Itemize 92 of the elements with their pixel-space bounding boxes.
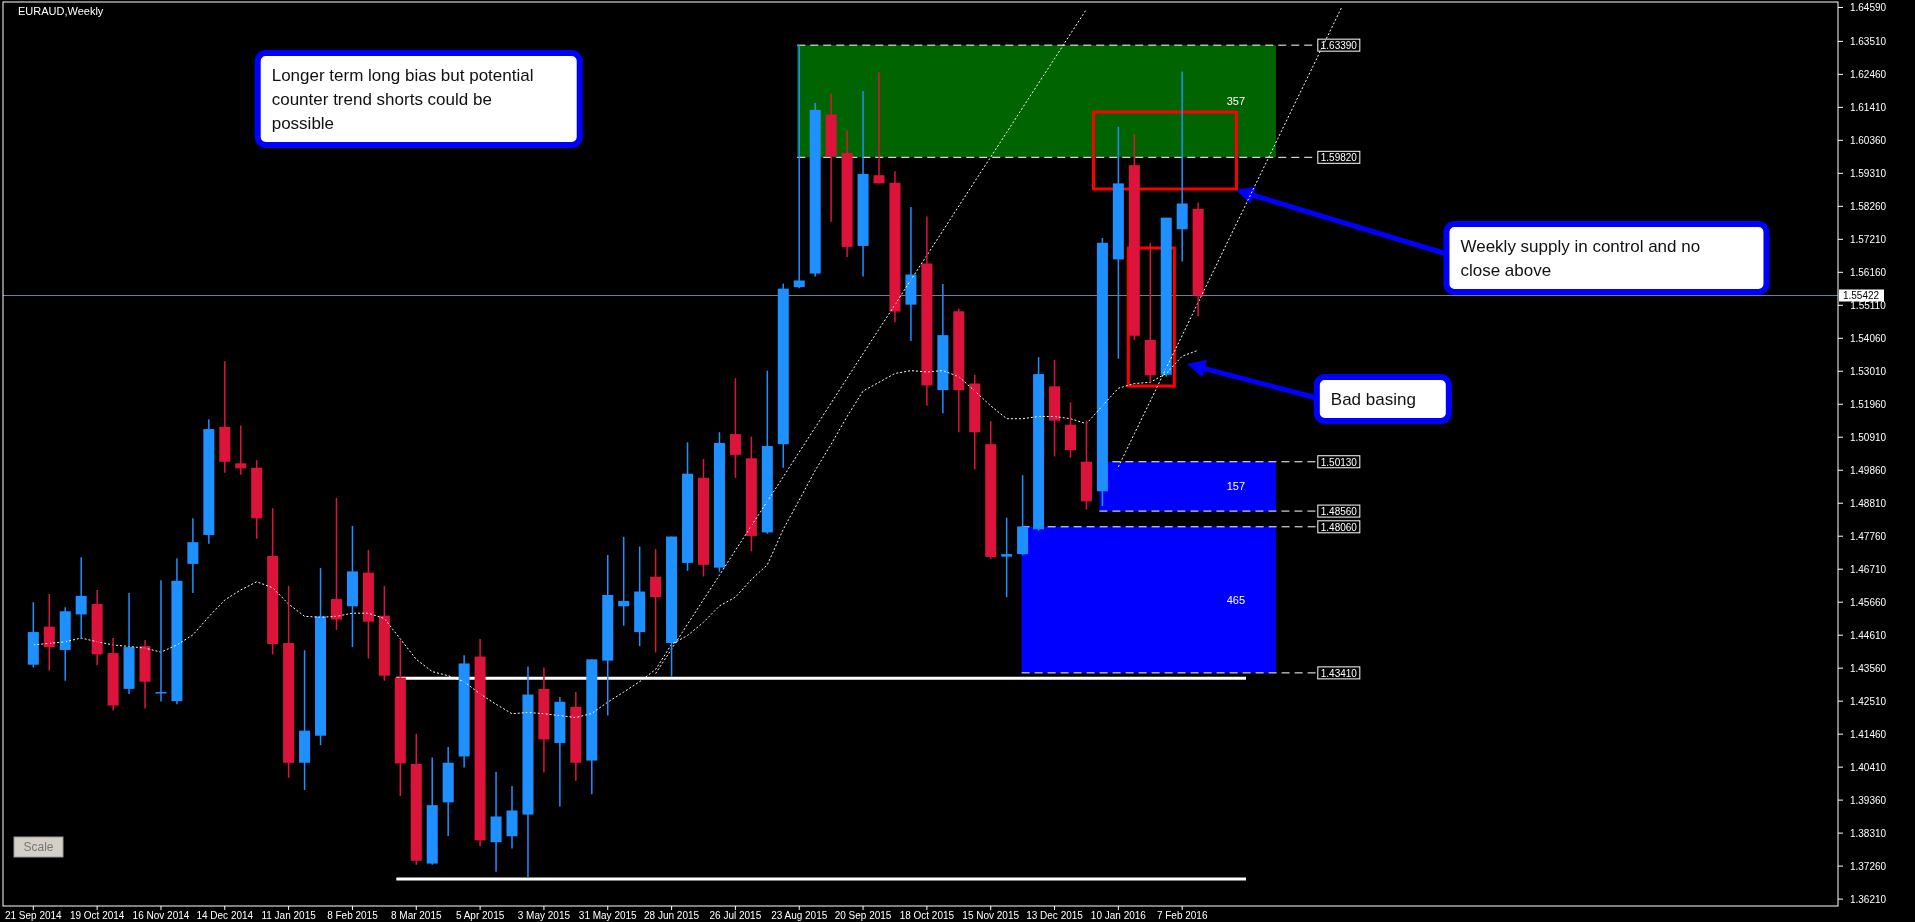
candlestick: [155, 579, 167, 703]
y-tick-label: 1.63510: [1849, 36, 1887, 48]
text: Weekly supply in control and no close above: [1460, 237, 1701, 280]
y-tick-label: 1.59310: [1849, 168, 1887, 180]
candlestick: [1001, 516, 1013, 598]
candlestick: [346, 525, 358, 648]
ref-line-label: 1.55422: [1842, 290, 1880, 302]
y-tick-label: 1.45660: [1849, 597, 1887, 609]
y-tick-label: 1.41460: [1849, 729, 1887, 741]
x-tick-label: 10 Jan 2016: [1090, 910, 1147, 921]
y-tick-label: 1.57210: [1849, 234, 1887, 246]
candlestick: [985, 420, 997, 560]
x-tick-label: 8 Mar 2015: [390, 910, 442, 921]
y-tick-label: 1.58260: [1849, 201, 1887, 213]
ref-line-label: 1.59820: [1320, 152, 1358, 164]
x-tick-label: 28 Jun 2015: [644, 910, 700, 921]
ref-line-label: 1.50130: [1320, 456, 1358, 468]
y-tick-label: 1.37260: [1849, 861, 1887, 873]
band-label: 157: [1226, 480, 1246, 493]
candlestick: [1128, 133, 1140, 341]
x-tick-label: 26 Jul 2015: [709, 910, 762, 921]
y-tick-label: 1.50910: [1849, 432, 1887, 444]
x-tick-label: 23 Aug 2015: [771, 910, 828, 921]
x-tick-label: 5 Apr 2015: [455, 910, 505, 921]
x-tick-label: 15 Nov 2015: [962, 910, 1020, 921]
x-tick-label: 31 May 2015: [578, 910, 638, 921]
candlestick: [1017, 474, 1029, 557]
ref-line-label: 1.48560: [1320, 506, 1358, 518]
candlestick: [299, 649, 311, 791]
x-tick-label: 7 Feb 2016: [1156, 910, 1208, 921]
y-tick-label: 1.62460: [1849, 69, 1887, 81]
y-tick-label: 1.44610: [1849, 630, 1887, 642]
candlestick: [362, 549, 374, 660]
y-tick-label: 1.42510: [1849, 696, 1887, 708]
x-tick-label: 3 May 2015: [517, 910, 571, 921]
candlestick: [1144, 242, 1156, 384]
chart-title: EURAUD,Weekly: [18, 5, 104, 17]
y-tick-label: 1.61410: [1849, 102, 1887, 114]
candlestick: [745, 435, 757, 553]
x-tick-label: 8 Feb 2015: [327, 910, 379, 921]
candlestick: [283, 585, 295, 779]
band-label: 357: [1226, 95, 1246, 108]
candlestick: [394, 639, 406, 797]
y-tick-label: 1.36210: [1849, 894, 1887, 906]
candlestick: [666, 535, 678, 678]
y-tick-label: 1.60360: [1849, 135, 1887, 147]
x-tick-label: 13 Dec 2015: [1026, 910, 1084, 921]
candlestick: [1112, 126, 1124, 360]
x-tick-label: 16 Nov 2014: [132, 910, 190, 921]
y-tick-label: 1.48810: [1849, 498, 1887, 510]
y-tick-label: 1.51960: [1849, 399, 1887, 411]
y-tick-label: 1.53010: [1849, 366, 1887, 378]
y-tick-label: 1.64590: [1849, 2, 1887, 14]
y-tick-label: 1.54060: [1849, 333, 1887, 345]
x-tick-label: 21 Sep 2014: [4, 910, 63, 921]
y-tick-label: 1.38310: [1849, 828, 1887, 840]
y-tick-label: 1.43560: [1849, 663, 1887, 675]
ref-line-label: 1.48060: [1320, 521, 1358, 533]
y-tick-label: 1.46710: [1849, 564, 1887, 576]
y-tick-label: 1.39360: [1849, 795, 1887, 807]
y-tick-label: 1.47760: [1849, 531, 1887, 543]
candlestick: [1049, 359, 1061, 458]
candlestick: [251, 459, 263, 540]
y-tick-label: 1.40410: [1849, 762, 1887, 774]
y-tick-label: 1.56160: [1849, 267, 1887, 279]
x-tick-label: 14 Dec 2014: [196, 910, 254, 921]
y-tick-label: 1.55110: [1850, 300, 1887, 312]
y-tick-label: 1.49860: [1849, 465, 1887, 477]
candlestick: [410, 733, 422, 866]
candlestick: [267, 507, 279, 656]
annotation: Longer term long bias but potential counter trend shorts could be possible: [271, 66, 534, 133]
candlestick: [1080, 419, 1092, 511]
candlestick: [1033, 356, 1045, 532]
candlestick: [682, 441, 694, 572]
ref-line-label: 1.63390: [1320, 40, 1358, 52]
annotation: Scale: [23, 840, 54, 854]
x-tick-label: 20 Sep 2015: [834, 910, 892, 921]
band-label: 465: [1226, 593, 1246, 606]
candlestick: [27, 601, 39, 669]
candlestick: [777, 282, 789, 469]
annotation: Bad basing: [1330, 390, 1416, 409]
candlestick: [1096, 237, 1108, 507]
scale-button: Scale: [13, 836, 64, 858]
x-tick-label: 11 Jan 2015: [261, 910, 317, 921]
candlestick: [729, 377, 741, 479]
x-tick-label: 18 Oct 2015: [899, 910, 955, 921]
candlestick: [634, 545, 646, 647]
candlestick: [315, 567, 327, 746]
ref-line-label: 1.43410: [1320, 667, 1358, 679]
x-tick-label: 19 Oct 2014: [69, 910, 125, 921]
candlestick: [713, 431, 725, 573]
candlestick: [697, 458, 709, 578]
